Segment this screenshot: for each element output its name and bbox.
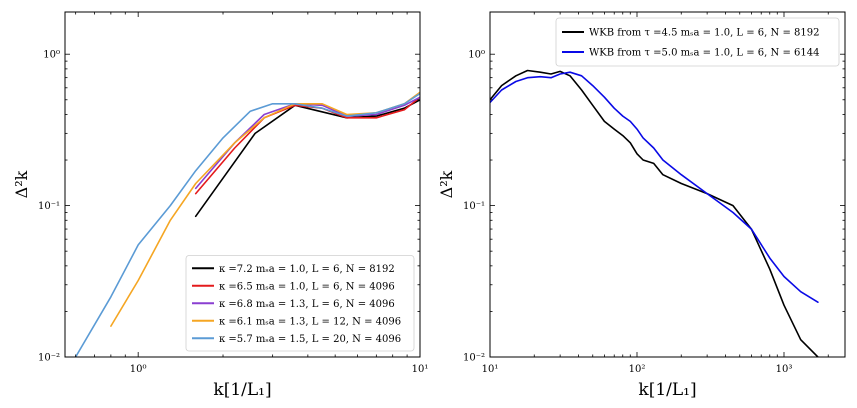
y-tick-label: 10⁻¹ xyxy=(463,201,485,212)
series-line-0-4 xyxy=(74,92,420,357)
legend-label: κ =6.1 mₛa = 1.3, L = 12, N = 4096 xyxy=(219,316,401,327)
legend-label: κ =6.5 mₛa = 1.0, L = 6, N = 4096 xyxy=(219,281,395,292)
right-x-axis-label: k[1/L₁] xyxy=(638,380,696,400)
x-tick-label: 10⁰ xyxy=(130,364,147,375)
y-tick-label: 10⁻¹ xyxy=(38,201,60,212)
right-legend: WKB from τ =4.5 mₛa = 1.0, L = 6, N = 81… xyxy=(555,17,840,67)
series-line-0-2 xyxy=(194,96,420,190)
left-y-axis-label: Δ²k xyxy=(12,170,31,198)
legend-label: κ =7.2 mₛa = 1.0, L = 6, N = 8192 xyxy=(219,264,395,275)
right-y-axis-label: Δ²k xyxy=(437,170,456,198)
legend-label: WKB from τ =4.5 mₛa = 1.0, L = 6, N = 81… xyxy=(589,28,819,39)
x-tick-label: 10² xyxy=(629,364,646,375)
series-line-1-1 xyxy=(490,71,819,304)
y-tick-label: 10⁻² xyxy=(38,353,60,364)
y-tick-label: 10⁰ xyxy=(468,50,485,61)
y-tick-label: 10⁰ xyxy=(43,50,60,61)
legend-label: κ =6.8 mₛa = 1.3, L = 6, N = 4096 xyxy=(219,299,395,310)
left-legend: κ =7.2 mₛa = 1.0, L = 6, N = 8192 κ =6.5 … xyxy=(185,255,415,352)
series-line-1-0 xyxy=(490,69,819,357)
x-tick-label: 10¹ xyxy=(412,364,429,375)
legend-frame xyxy=(185,255,415,352)
right-panel: 10¹ 10² 10³ 10⁻² 10⁻¹ 10⁰ Δ²k k[1/L₁] WKB fro… xyxy=(437,11,846,400)
left-x-axis-label: k[1/L₁] xyxy=(213,380,271,400)
x-tick-label: 10³ xyxy=(776,364,793,375)
x-tick-label: 10¹ xyxy=(482,364,499,375)
legend-label: κ =5.7 mₛa = 1.5, L = 20, N = 4096 xyxy=(219,334,401,345)
series-line-0-0 xyxy=(194,99,420,218)
left-panel: 10⁰ 10¹ 10⁻² 10⁻¹ 10⁰ Δ²k k[1/L₁] κ =7.2 mₛa… xyxy=(12,11,429,400)
legend-label: WKB from τ =5.0 mₛa = 1.0, L = 6, N = 61… xyxy=(589,48,819,59)
left-plot-frame xyxy=(64,11,421,358)
legend-frame xyxy=(555,17,840,67)
right-plot-frame xyxy=(489,11,846,358)
y-tick-label: 10⁻² xyxy=(463,353,485,364)
